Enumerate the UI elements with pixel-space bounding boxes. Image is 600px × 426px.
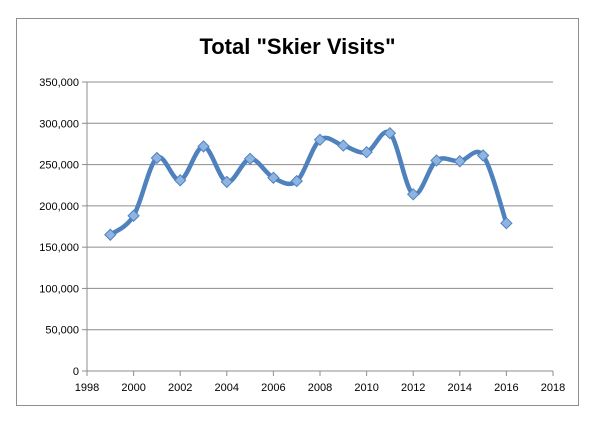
- axes: [82, 81, 554, 376]
- data-point-marker: [267, 171, 280, 184]
- x-tick-label: 2014: [448, 382, 472, 394]
- x-tick-label: 2002: [168, 382, 192, 394]
- x-tick-label: 2016: [494, 382, 518, 394]
- data-point-marker: [197, 140, 210, 153]
- gridlines: [87, 81, 553, 331]
- markers: [104, 126, 513, 241]
- data-point-marker: [173, 174, 187, 187]
- x-tick-labels: 1998 2000 2002 2004 2006 2008 2010 2012 2014 2016…: [75, 382, 565, 394]
- series: [108, 129, 509, 238]
- y-tick-label: 200,000: [39, 201, 79, 213]
- y-tick-labels: 0 50,000 100,000 150,000 200,000 250,000 300,0…: [39, 77, 79, 378]
- data-point-marker: [313, 133, 327, 147]
- data-point-marker: [290, 174, 303, 188]
- x-tick-label: 1998: [75, 382, 99, 394]
- y-tick-label: 150,000: [39, 242, 79, 254]
- data-point-marker: [127, 209, 140, 222]
- chart-title: Total "Skier Visits": [199, 34, 396, 59]
- data-point-marker: [383, 126, 397, 140]
- x-tick-label: 2004: [215, 382, 239, 394]
- data-point-marker: [360, 145, 373, 159]
- data-point-marker: [337, 139, 350, 152]
- y-tick-label: 100,000: [39, 283, 79, 295]
- data-point-marker: [104, 228, 117, 241]
- y-tick-label: 250,000: [39, 160, 79, 172]
- data-point-marker: [220, 175, 234, 189]
- data-point-marker: [150, 151, 164, 165]
- x-tick-label: 2010: [354, 382, 378, 394]
- x-tick-label: 2018: [541, 382, 565, 394]
- data-point-marker: [476, 149, 490, 162]
- y-tick-label: 300,000: [39, 118, 79, 130]
- chart-frame: [16, 18, 579, 406]
- data-point-marker: [453, 155, 467, 168]
- x-tick-label: 2008: [308, 382, 332, 394]
- series-line: [108, 129, 509, 238]
- data-point-marker: [430, 154, 443, 167]
- x-tick-label: 2006: [261, 382, 285, 394]
- x-tick-label: 2012: [401, 382, 425, 394]
- data-point-marker: [406, 188, 420, 201]
- y-tick-label: 50,000: [45, 325, 79, 337]
- data-point-marker: [243, 152, 257, 165]
- y-tick-label: 350,000: [39, 77, 79, 89]
- data-point-marker: [500, 216, 513, 230]
- y-tick-label: 0: [73, 366, 79, 378]
- x-tick-label: 2000: [121, 382, 145, 394]
